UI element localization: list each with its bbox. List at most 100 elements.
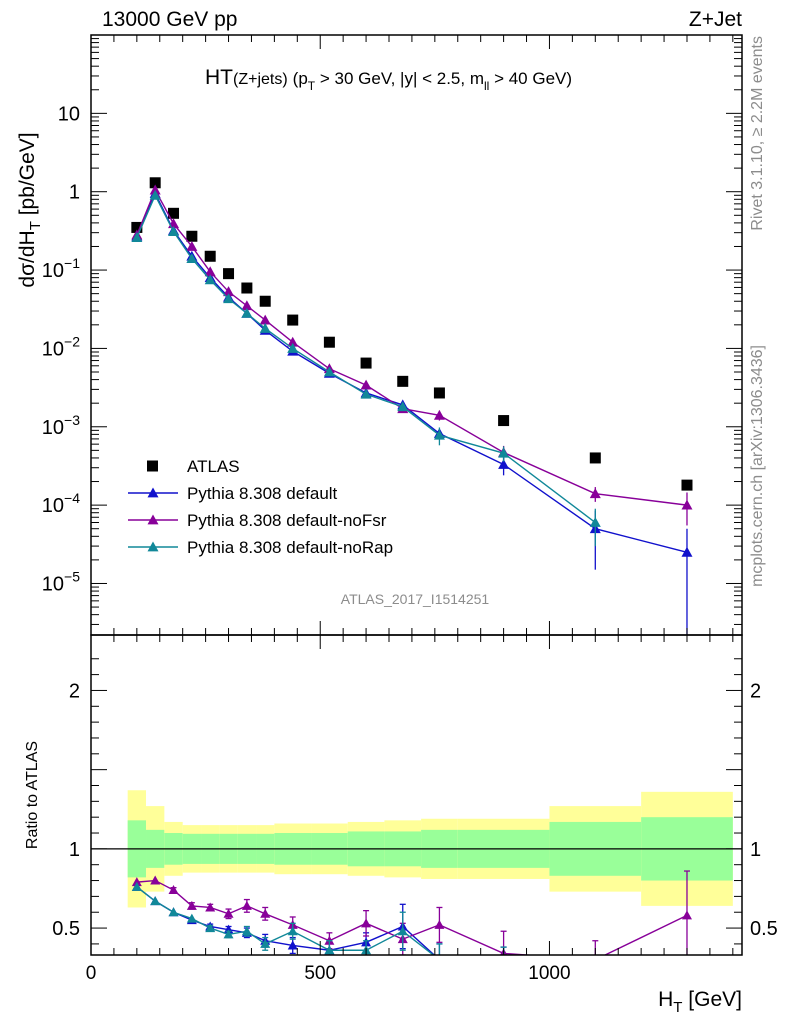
y-tick-label-exp: −4 [64,490,80,506]
ratio-data-point [434,919,445,929]
ratio-data-point [499,958,509,967]
x-axis-label-sub: T [673,999,682,1016]
y-tick-label: 10−1 [42,255,80,282]
legend-entry: Pythia 8.308 default-noRap [128,538,393,557]
mc-data-point [360,379,372,390]
analysis-watermark: ATLAS_2017_I1514251 [341,591,490,607]
ratio-data-point [590,979,600,988]
atlas-data-point [360,357,372,369]
legend-entry: Pythia 8.308 default [128,484,338,503]
atlas-data-point [323,336,335,348]
mc-data-point [589,488,601,499]
ratio-y-tick-label-right: 0.5 [750,918,778,940]
atlas-data-point [149,177,161,189]
mc-data-point [241,307,253,318]
y-axis-label-unit: [pb/GeV] [16,132,39,221]
y-tick-label: 10−5 [42,568,80,595]
ratio-data-point [287,926,298,936]
mc-data-point [360,388,372,399]
ratio-data-point [168,907,179,917]
mc-data-point [149,184,161,195]
atlas-data-point [241,282,253,294]
ratio-data-point [681,910,692,920]
ratio-data-point [439,954,440,955]
y-tick-label-base: 10 [42,495,64,517]
ratio-data-point [186,913,197,923]
y-tick-label-base: 10 [42,573,64,595]
legend-label: Pythia 8.308 default-noFsr [187,511,387,530]
y-tick-label-exp: −2 [64,333,80,349]
mc-data-point [498,447,510,458]
ratio-panel-marks [131,870,692,992]
y-axis-label-sub: T [27,221,44,230]
ratio-panel-frame [90,634,743,956]
atlas-data-point [186,230,198,242]
mc-data-point [681,546,693,557]
legend-marker-square [147,460,158,472]
mcplots-reference-label: mcplots.cern.ch [arXiv:1306.3436] [749,345,766,587]
ratio-data-point [260,938,271,948]
atlas-data-point [259,295,271,307]
title-cut-pt-sub: T [308,79,316,93]
atlas-data-point [204,250,216,262]
series-line [136,188,688,506]
ratio-data-point [590,983,600,992]
ratio-data-point [595,954,596,955]
series-line [136,191,688,553]
legend-marker-triangle [147,487,159,498]
y-tick-label-base: 10 [42,417,64,439]
mc-data-point [186,240,198,251]
atlas-data-point [433,387,445,399]
legend-marker-triangle [147,541,159,552]
ratio-data-point [150,896,161,906]
atlas-data-point [589,452,601,464]
title-cut-end: > 40 GeV) [489,69,572,88]
mc-data-point [223,286,235,297]
ratio-line [136,879,688,955]
ratio-y-axis-label: Ratio to ATLAS [24,741,41,849]
atlas-data-point [397,375,409,387]
y-tick-label: 10−3 [42,412,80,439]
series-mc-3 [131,189,601,547]
legend-label: Pythia 8.308 default [187,484,338,503]
y-tick-label: 1 [69,182,80,204]
ratio-y-tick-label-right: 1 [750,839,761,861]
title-cut-pt: (p [293,69,308,88]
ratio-data-point [131,881,142,891]
legend: ATLAS Pythia 8.308 default Pythia 8.308 de… [128,457,393,557]
mc-data-point [681,499,693,510]
atlas-data-point [287,314,299,326]
legend-entry: ATLAS [147,457,240,476]
mc-data-point [149,189,161,200]
ratio-uncertainty-bands [91,790,742,908]
x-axis-label: HT [GeV] [658,988,742,1016]
ratio-data-point [223,929,234,939]
energy-label: 13000 GeV pp [102,8,237,31]
mc-data-point [204,274,216,285]
ratio-y-tick-label: 1 [69,839,80,861]
y-tick-label: 10 [58,103,80,125]
atlas-data-point [131,221,143,233]
ratio-data-point [361,918,372,928]
atlas-data-point [223,268,235,280]
y-axis-label-main: dσ/dH [16,230,39,287]
ratio-data-point [287,940,298,950]
mc-data-point [259,322,271,333]
mc-data-point [259,314,271,325]
x-tick-label: 1000 [528,963,570,984]
ratio-y-tick-label: 0.5 [52,918,80,940]
ratio-data-point [439,954,440,955]
y-tick-label-exp: −1 [64,255,80,271]
mc-data-point [131,232,143,242]
y-tick-label-exp: −5 [64,568,80,584]
x-tick-label: 500 [304,963,336,984]
rivet-version-label: Rivet 3.1.10, ≥ 2.2M events [749,36,766,231]
mc-data-point [241,300,253,311]
mc-data-point [323,366,335,377]
mc-data-point [397,401,409,412]
ratio-y-tick-label: 2 [69,680,80,702]
title-cut-m-sub: ll [484,79,489,93]
ratio-data-point [397,926,408,936]
ratio-data-point [324,945,335,955]
